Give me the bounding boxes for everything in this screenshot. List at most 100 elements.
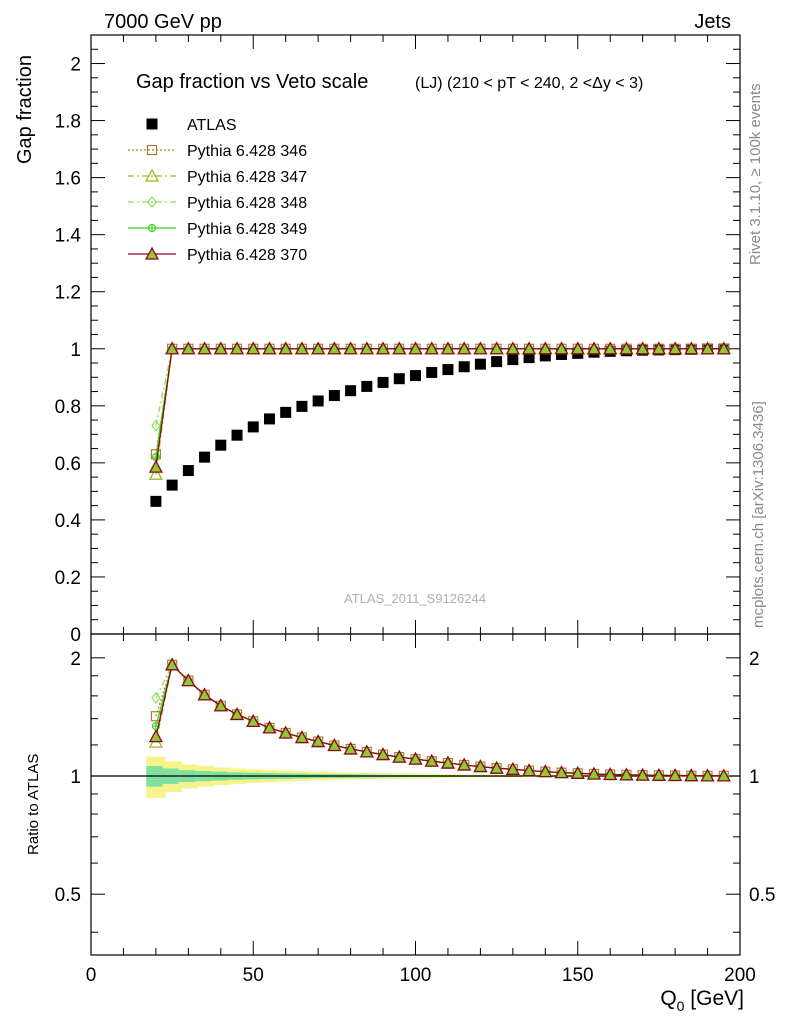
side-notes: Rivet 3.1.10, ≥ 100k events mcplots.cern… — [747, 83, 767, 628]
legend-marker — [147, 196, 157, 208]
main-data-point — [311, 341, 326, 355]
main-data-point — [312, 395, 324, 407]
main-y-tick-label: 0.6 — [55, 454, 81, 475]
ratio-data-point — [375, 747, 391, 761]
ratio-data-point — [521, 763, 537, 777]
ratio-data-point — [408, 751, 423, 765]
main-data-point — [603, 341, 618, 355]
ratio-data-point — [619, 767, 634, 781]
ratio-data-point — [246, 713, 261, 727]
ratio-y-tick-label-right: 0.5 — [749, 885, 775, 906]
ratio-data-point — [489, 760, 504, 774]
main-y-tick-label: 1 — [70, 340, 81, 361]
ratio-frame — [90, 633, 741, 956]
main-data-point — [539, 350, 551, 362]
ratio-data-point — [165, 657, 180, 671]
main-series-line — [155, 348, 724, 458]
main-data-point — [523, 352, 535, 364]
main-data-point — [426, 366, 438, 378]
x-axis-label-unit: [GeV] — [684, 987, 744, 1010]
main-series — [148, 341, 731, 507]
legend-label: Pythia 6.428 348 — [187, 195, 307, 212]
ratio-data-point — [392, 749, 407, 763]
main-data-point — [507, 354, 519, 366]
ratio-data-point — [229, 707, 245, 721]
main-ticks: 0 0.2 0.4 0.6 0.8 1 1.2 1.4 1.6 1.8 2 — [55, 35, 741, 646]
ratio-y-tick-label: 2 — [70, 649, 81, 670]
main-data-point — [229, 341, 245, 355]
main-data-point — [246, 341, 261, 355]
main-plot: 0 0.2 0.4 0.6 0.8 1 1.2 1.4 1.6 1.8 2 Gap fraction… — [14, 34, 741, 646]
main-y-tick-label: 0.4 — [55, 511, 82, 532]
header: 7000 GeV pp Jets — [104, 11, 731, 33]
main-data-point — [410, 370, 421, 382]
main-data-point — [538, 341, 553, 355]
main-data-point — [181, 341, 196, 355]
main-y-tick-label: 1.8 — [55, 112, 81, 133]
legend-marker — [146, 144, 158, 156]
main-data-point — [442, 364, 454, 376]
main-data-point — [359, 341, 374, 355]
legend-marker — [147, 223, 157, 233]
main-series-line — [155, 348, 724, 468]
legend-entry: Pythia 6.428 370 — [128, 246, 307, 264]
ratio-y-tick-label: 1 — [70, 767, 81, 788]
main-data-point — [700, 341, 715, 355]
main-data-point — [197, 341, 212, 355]
ratio-data-point — [651, 767, 666, 781]
legend-entry: Pythia 6.428 348 — [128, 195, 307, 212]
main-series-pythia-5 — [148, 341, 731, 473]
main-data-point — [457, 341, 472, 355]
main-data-point — [327, 341, 342, 355]
ratio-data-point — [570, 765, 585, 779]
main-data-point — [345, 385, 357, 397]
legend-marker — [144, 246, 160, 260]
main-series-line — [155, 348, 724, 426]
legend-label: Pythia 6.428 346 — [187, 143, 307, 160]
main-data-point — [182, 465, 194, 477]
main-data-point — [166, 479, 178, 491]
ratio-data-point — [473, 759, 488, 773]
main-data-point — [294, 341, 310, 355]
ratio-data-point — [668, 768, 683, 782]
ratio-plot: 0.5 0.51 12 20 50 100 150 200 Ratio to ATLAS Q0… — [25, 633, 775, 1014]
analysis-watermark: ATLAS_2011_S9126244 — [344, 591, 486, 606]
main-data-point — [392, 341, 407, 355]
main-data-point — [199, 451, 211, 463]
main-data-point — [215, 439, 227, 451]
main-data-point — [150, 495, 162, 507]
rivet-note: Rivet 3.1.10, ≥ 100k events — [747, 83, 764, 265]
legend: ATLAS Pythia 6.428 346 Pythia 6.428 347 Pyt… — [128, 117, 307, 264]
main-data-point — [375, 341, 391, 355]
legend-entry: Pythia 6.428 347 — [128, 168, 307, 186]
main-data-point — [262, 341, 277, 355]
ratio-data-point — [505, 761, 520, 775]
main-series-pythia-3 — [151, 342, 729, 432]
ratio-data-point — [262, 720, 277, 734]
ratio-data-point — [148, 729, 163, 743]
main-y-tick-label: 0.2 — [55, 568, 81, 589]
x-tick-label: 100 — [400, 965, 432, 986]
main-y-tick-label: 2 — [70, 55, 81, 76]
ratio-data-point — [311, 734, 326, 748]
main-data-point — [619, 341, 634, 355]
ratio-y-tick-label-right: 2 — [749, 649, 760, 670]
main-data-point — [668, 341, 683, 355]
main-data-point — [491, 356, 503, 368]
main-data-point — [570, 341, 585, 355]
main-data-point — [473, 341, 488, 355]
ratio-series-line — [155, 663, 724, 777]
ratio-data-point — [359, 744, 374, 758]
ratio-data-point — [294, 730, 310, 744]
main-data-point — [393, 373, 405, 385]
main-data-point — [586, 341, 602, 355]
ratio-series-line — [155, 663, 724, 777]
main-data-point — [651, 341, 666, 355]
main-data-point — [148, 459, 163, 473]
main-data-point — [521, 341, 537, 355]
ratio-data-point — [181, 673, 196, 687]
ratio-data-point — [635, 767, 650, 781]
x-axis-label: Q0 [GeV] — [660, 987, 744, 1014]
main-y-tick-label: 1.4 — [55, 226, 82, 247]
